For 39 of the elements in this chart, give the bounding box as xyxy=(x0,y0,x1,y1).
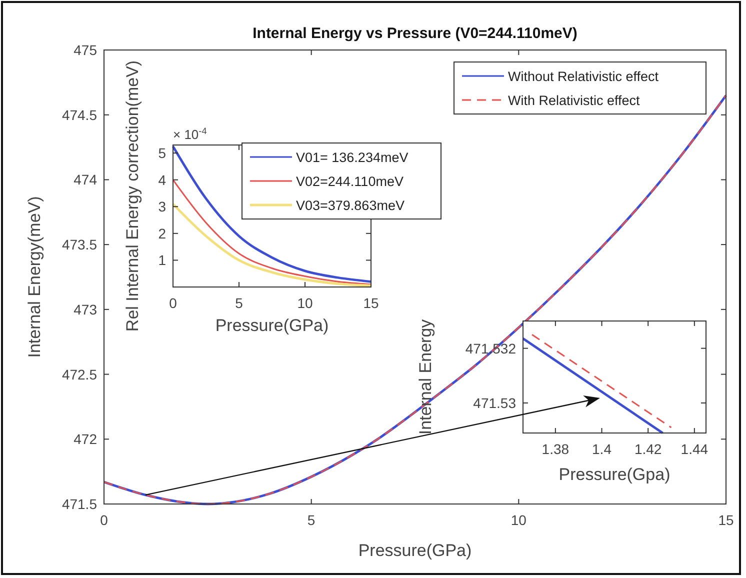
y-tick-label: 1 xyxy=(158,252,166,268)
y-tick-label: 2 xyxy=(158,225,166,242)
y-tick-label: 475 xyxy=(74,42,98,58)
y-tick-label: 472 xyxy=(74,431,98,448)
x-axis-title: Pressure(GPa) xyxy=(215,316,329,335)
x-tick-label: 5 xyxy=(235,295,244,311)
y-tick-label: 471.53 xyxy=(473,394,516,411)
y-tick-label: 3 xyxy=(158,198,166,215)
y-tick-label: 474.5 xyxy=(62,106,98,123)
y-axis-title: Internal Energy xyxy=(416,318,435,435)
y-tick-label: 472.5 xyxy=(62,366,98,382)
legend-label: Without Relativistic effect xyxy=(508,69,659,84)
x-tick-label: 1.44 xyxy=(680,441,708,457)
x-tick-label: 1.42 xyxy=(634,441,662,457)
y-tick-label: 471.5 xyxy=(62,496,98,512)
x-tick-label: 15 xyxy=(718,512,734,528)
annotation: × 10$^{-4}$ xyxy=(173,126,207,142)
x-tick-label: 0 xyxy=(100,512,108,528)
x-axis-title: Pressure(Gpa) xyxy=(558,465,670,484)
y-tick-label: 473 xyxy=(74,301,98,318)
y-tick-label: 4 xyxy=(158,172,166,188)
y-tick-label: 473.5 xyxy=(62,236,98,253)
y-tick-label: 5 xyxy=(158,145,166,162)
x-axis-title: Pressure(GPa) xyxy=(358,541,472,560)
x-tick-label: 10 xyxy=(297,295,313,311)
x-tick-label: 5 xyxy=(307,512,316,528)
legend-label: V01= 136.234meV xyxy=(296,150,408,165)
x-tick-label: 15 xyxy=(363,295,379,311)
x-tick-label: 1.38 xyxy=(542,441,570,457)
chart-title: Internal Energy vs Pressure (V0=244.110meV) xyxy=(252,25,578,42)
y-tick-label: 474 xyxy=(74,172,98,188)
x-tick-label: 10 xyxy=(510,512,527,528)
x-tick-label: 0 xyxy=(169,295,178,311)
y-axis-title: Internal Energy(meV) xyxy=(25,196,44,358)
x-tick-label: 1.4 xyxy=(592,441,612,457)
legend-label: V02=244.110meV xyxy=(296,174,404,189)
y-axis-title: Rel Internal Energy correction(meV) xyxy=(123,60,142,332)
legend-label: With Relativistic effect xyxy=(508,93,640,108)
legend-label: V03=379.863meV xyxy=(296,198,404,213)
